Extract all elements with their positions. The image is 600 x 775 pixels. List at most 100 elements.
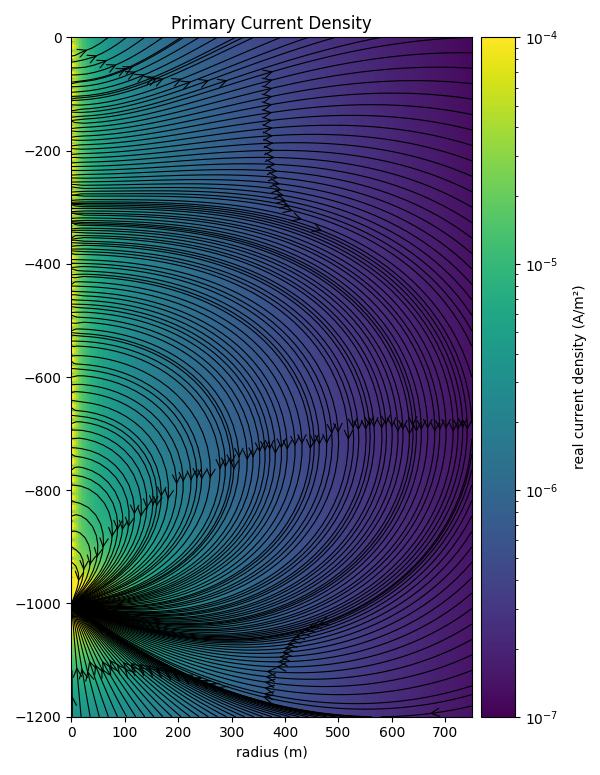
FancyArrowPatch shape	[265, 691, 274, 700]
FancyArrowPatch shape	[174, 673, 184, 681]
FancyArrowPatch shape	[124, 668, 134, 678]
FancyArrowPatch shape	[442, 419, 450, 428]
FancyArrowPatch shape	[79, 670, 88, 679]
FancyArrowPatch shape	[279, 658, 287, 666]
FancyArrowPatch shape	[266, 680, 275, 687]
FancyArrowPatch shape	[201, 680, 210, 688]
FancyArrowPatch shape	[157, 670, 166, 678]
Title: Primary Current Density: Primary Current Density	[171, 15, 372, 33]
FancyArrowPatch shape	[296, 631, 305, 639]
FancyArrowPatch shape	[281, 653, 289, 661]
FancyArrowPatch shape	[406, 425, 414, 434]
FancyArrowPatch shape	[116, 68, 125, 76]
FancyArrowPatch shape	[198, 470, 206, 479]
FancyArrowPatch shape	[117, 664, 126, 674]
FancyArrowPatch shape	[88, 555, 95, 564]
FancyArrowPatch shape	[291, 436, 299, 445]
FancyArrowPatch shape	[124, 663, 133, 672]
FancyArrowPatch shape	[143, 499, 152, 508]
FancyArrowPatch shape	[148, 666, 158, 674]
FancyArrowPatch shape	[270, 178, 279, 187]
FancyArrowPatch shape	[68, 697, 76, 705]
FancyArrowPatch shape	[114, 520, 122, 529]
FancyArrowPatch shape	[207, 469, 215, 477]
FancyArrowPatch shape	[354, 421, 362, 429]
FancyArrowPatch shape	[265, 146, 273, 155]
FancyArrowPatch shape	[361, 420, 370, 429]
FancyArrowPatch shape	[230, 460, 239, 469]
FancyArrowPatch shape	[277, 663, 286, 671]
FancyArrowPatch shape	[110, 660, 118, 670]
FancyArrowPatch shape	[288, 639, 297, 647]
FancyArrowPatch shape	[87, 55, 96, 63]
FancyArrowPatch shape	[370, 418, 378, 426]
FancyArrowPatch shape	[260, 442, 269, 449]
FancyArrowPatch shape	[149, 495, 158, 505]
FancyArrowPatch shape	[130, 505, 139, 513]
FancyArrowPatch shape	[131, 666, 140, 676]
FancyArrowPatch shape	[262, 78, 272, 86]
FancyArrowPatch shape	[174, 673, 184, 680]
FancyArrowPatch shape	[454, 421, 463, 429]
FancyArrowPatch shape	[307, 439, 315, 448]
FancyArrowPatch shape	[310, 435, 319, 443]
FancyArrowPatch shape	[216, 460, 224, 468]
FancyArrowPatch shape	[97, 60, 106, 68]
FancyArrowPatch shape	[235, 448, 243, 456]
FancyArrowPatch shape	[265, 685, 274, 694]
FancyArrowPatch shape	[409, 417, 417, 425]
FancyArrowPatch shape	[134, 74, 144, 82]
FancyArrowPatch shape	[267, 167, 276, 174]
FancyArrowPatch shape	[334, 423, 342, 432]
FancyArrowPatch shape	[272, 184, 281, 192]
FancyArrowPatch shape	[263, 132, 272, 140]
FancyArrowPatch shape	[80, 560, 88, 570]
FancyArrowPatch shape	[158, 487, 166, 497]
FancyArrowPatch shape	[388, 418, 396, 426]
FancyArrowPatch shape	[283, 205, 292, 212]
FancyArrowPatch shape	[280, 200, 289, 208]
FancyArrowPatch shape	[274, 190, 283, 198]
FancyArrowPatch shape	[262, 102, 271, 110]
FancyArrowPatch shape	[109, 666, 118, 676]
FancyArrowPatch shape	[283, 440, 292, 449]
FancyArrowPatch shape	[382, 415, 390, 424]
FancyArrowPatch shape	[417, 421, 425, 429]
FancyArrowPatch shape	[131, 663, 140, 672]
FancyArrowPatch shape	[166, 672, 175, 680]
FancyArrowPatch shape	[316, 436, 323, 444]
FancyArrowPatch shape	[94, 547, 103, 556]
FancyArrowPatch shape	[123, 67, 132, 74]
FancyArrowPatch shape	[398, 421, 407, 429]
FancyArrowPatch shape	[458, 418, 467, 427]
FancyArrowPatch shape	[100, 538, 108, 546]
FancyArrowPatch shape	[265, 440, 274, 449]
FancyArrowPatch shape	[210, 684, 219, 691]
FancyArrowPatch shape	[436, 421, 444, 429]
Y-axis label: real current density (A/m²): real current density (A/m²)	[572, 284, 587, 470]
FancyArrowPatch shape	[263, 125, 272, 133]
FancyArrowPatch shape	[277, 439, 286, 447]
FancyArrowPatch shape	[424, 419, 432, 428]
FancyArrowPatch shape	[263, 71, 272, 78]
FancyArrowPatch shape	[148, 669, 157, 677]
FancyArrowPatch shape	[103, 662, 110, 671]
FancyArrowPatch shape	[140, 667, 149, 676]
FancyArrowPatch shape	[209, 684, 219, 691]
FancyArrowPatch shape	[183, 676, 192, 684]
FancyArrowPatch shape	[268, 173, 277, 181]
FancyArrowPatch shape	[119, 520, 128, 529]
FancyArrowPatch shape	[320, 617, 329, 625]
FancyArrowPatch shape	[172, 475, 181, 484]
FancyArrowPatch shape	[179, 472, 187, 481]
FancyArrowPatch shape	[312, 223, 321, 231]
FancyArrowPatch shape	[153, 78, 163, 86]
FancyArrowPatch shape	[377, 419, 386, 428]
FancyArrowPatch shape	[431, 422, 439, 431]
FancyArrowPatch shape	[243, 450, 251, 459]
FancyArrowPatch shape	[412, 422, 421, 431]
FancyArrowPatch shape	[187, 471, 196, 480]
FancyArrowPatch shape	[192, 677, 201, 685]
FancyArrowPatch shape	[144, 77, 154, 84]
FancyArrowPatch shape	[76, 571, 83, 581]
